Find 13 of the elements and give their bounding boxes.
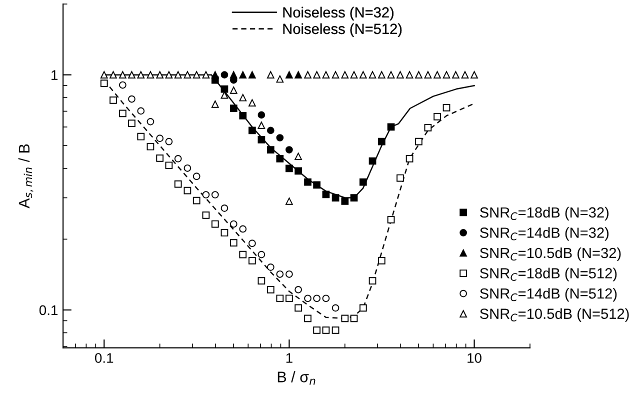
x-tick-label: 1	[286, 353, 292, 363]
legend-label: SNR$_{C}$=14dB (N=32)	[480, 227, 609, 241]
x-axis-title: B / σ$_{n}$	[278, 371, 316, 385]
legend-label: SNR$_{C}$=14dB (N=512)	[480, 288, 617, 302]
legend-label: Noiseless (N=512)	[283, 23, 402, 37]
legend-label: SNR$_{C}$=18dB (N=512)	[480, 268, 617, 282]
y-axis-title: A$_{s,min}$ / B	[18, 144, 34, 208]
x-tick-label: 0.1	[95, 353, 114, 363]
x-tick-label: 10	[468, 353, 482, 363]
legend-label: SNR$_{C}$=18dB (N=32)	[480, 206, 609, 220]
legend-label: Noiseless (N=32)	[283, 6, 394, 20]
legend-label: SNR$_{C}$=10.5dB (N=512)	[480, 308, 629, 322]
legend-label: SNR$_{C}$=10.5dB (N=32)	[480, 247, 621, 262]
